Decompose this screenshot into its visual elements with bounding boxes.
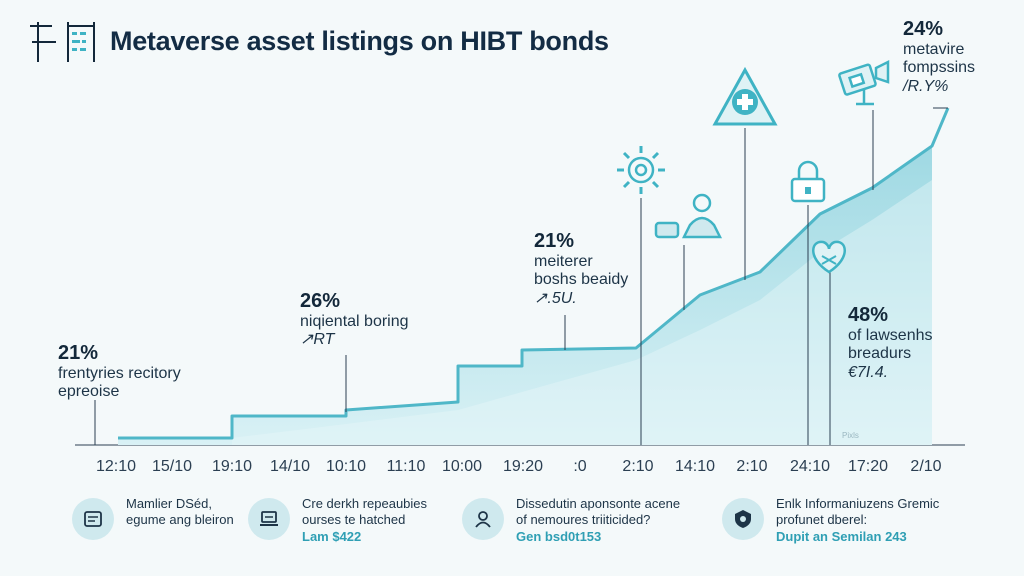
watermark: Pixls: [842, 431, 859, 440]
card-line: Cre derkh repeaubies: [302, 496, 428, 511]
card-highlight: Lam $422: [302, 528, 362, 544]
annotation-text: ↗RT: [300, 331, 335, 349]
card-line: Dissedutin aponsonte acene: [516, 496, 681, 511]
annotation: 21% frentyries recitory epreoise: [58, 342, 181, 402]
card-highlight: Dupit an Semilan 243: [776, 528, 907, 544]
x-tick-label: 10:00: [441, 458, 483, 475]
x-tick-label: :0: [573, 458, 587, 475]
annotation-text: meiterer: [534, 253, 593, 270]
series-area-shade: [232, 180, 932, 445]
annotation-text: epreoise: [58, 383, 120, 401]
annotation: 24% metavire fompssins /R.Y%: [903, 18, 975, 96]
annotation-text: frentyries recitory: [58, 365, 181, 382]
annotation-percent: 48%: [848, 304, 889, 326]
x-tick-label: 2:10: [622, 458, 654, 475]
series-area: [118, 146, 932, 445]
x-tick-label: 14/10: [269, 458, 311, 475]
annotation-text: boshs beaidy: [534, 271, 629, 289]
annotation: 21% meiterer boshs beaidy ↗.5U.: [534, 230, 628, 308]
laptop-icon: [248, 498, 290, 540]
annotation-text: fompssins: [903, 59, 976, 77]
series-line: [118, 107, 950, 440]
x-tick-label: 14:10: [674, 458, 716, 475]
card-line: egume ang bleiron: [126, 512, 234, 528]
card-line: profunet dberel:: [776, 512, 868, 528]
annotation-text: /R.Y%: [903, 77, 949, 95]
annotation-text: niqiental boring: [300, 313, 409, 330]
shield-icon: [722, 498, 764, 540]
hibt-logo: [30, 22, 95, 62]
sun-icon: [617, 146, 665, 194]
card-line: ourses te hatched: [302, 512, 406, 528]
info-card: Enlk Informaniuzens Gremic profunet dber…: [722, 494, 962, 544]
card-line: of nemoures triiticided?: [516, 512, 651, 528]
x-tick-label: 2/10: [910, 458, 942, 475]
x-tick-label: 15/10: [151, 458, 193, 475]
annotation-text: metavire: [903, 41, 965, 58]
info-card: Cre derkh repeaubies ourses te hatched L…: [248, 494, 448, 544]
chart-title: Metaverse asset listings on HIBT bonds: [110, 26, 609, 56]
annotation-text: ↗.5U.: [534, 289, 577, 307]
x-tick-label: 19:10: [211, 458, 253, 475]
card-line: Enlk Informaniuzens Gremic: [776, 496, 940, 511]
annotation-percent: 21%: [534, 230, 575, 252]
card-line: Mamlier DSéd,: [126, 496, 212, 511]
heart-icon: [812, 240, 846, 274]
x-tick-label: 19:20: [502, 458, 544, 475]
annotation-text: €7I.4.: [848, 363, 889, 381]
info-card: Dissedutin aponsonte acene of nemoures t…: [462, 494, 692, 544]
annotation-text: breadurs: [848, 345, 912, 363]
document-icon: [72, 498, 114, 540]
annotation-percent: 21%: [58, 342, 99, 364]
x-tick-label: 12:10: [95, 458, 137, 475]
annotation-percent: 24%: [903, 18, 944, 40]
info-card: Mamlier DSéd, egume ang bleiron: [72, 494, 262, 544]
x-tick-label: 10:10: [325, 458, 367, 475]
x-tick-label: 11:10: [386, 458, 426, 475]
x-tick-label: 2:10: [736, 458, 768, 475]
annotation-text: of lawsenhs: [848, 327, 933, 344]
x-tick-label: 17:20: [847, 458, 889, 475]
medical-icon: [712, 66, 778, 126]
lock-icon: [790, 160, 826, 203]
annotation: 26% niqiental boring ↗RT: [300, 290, 409, 350]
camera-icon: [838, 59, 890, 106]
annotation-percent: 26%: [300, 290, 341, 312]
user-icon: [462, 498, 504, 540]
x-tick-label: 24:10: [789, 458, 831, 475]
annotation: 48% of lawsenhs breadurs €7I.4.: [848, 304, 933, 382]
card-highlight: Gen bsd0t153: [516, 528, 602, 544]
person-icon: [654, 193, 723, 239]
